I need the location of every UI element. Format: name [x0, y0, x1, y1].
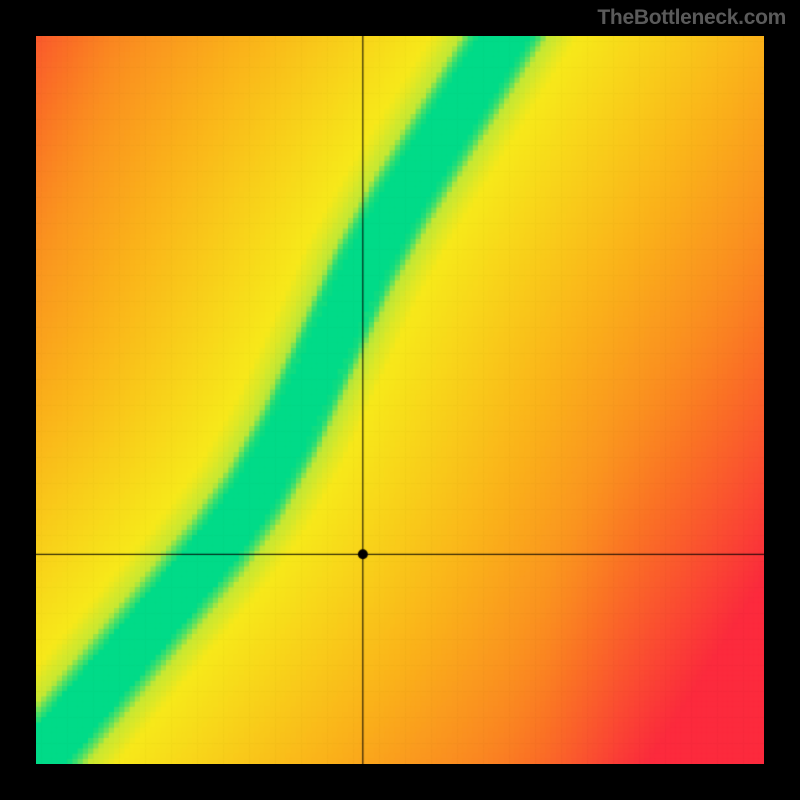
watermark-text: TheBottleneck.com — [597, 6, 786, 30]
chart-frame: TheBottleneck.com — [0, 0, 800, 800]
bottleneck-heatmap — [36, 36, 764, 764]
